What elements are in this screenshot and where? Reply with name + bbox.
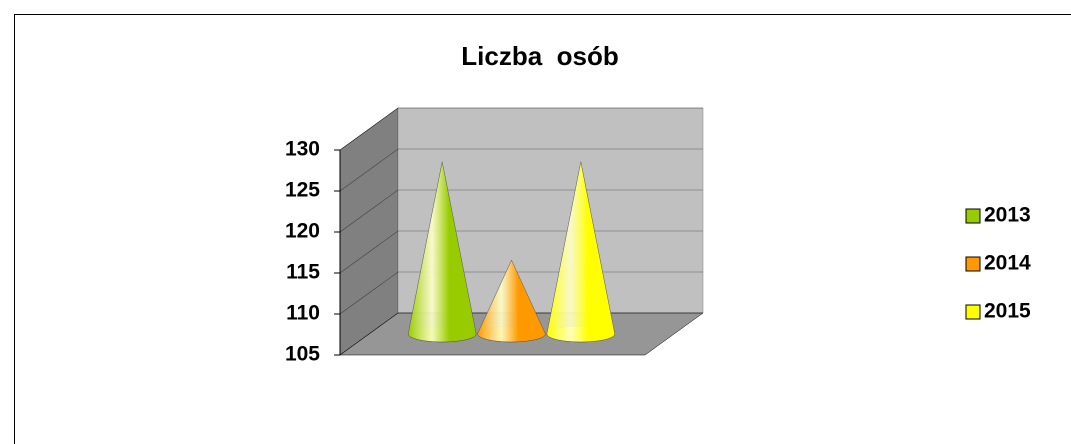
grid-line <box>339 107 703 151</box>
y-tick-label: 105 <box>285 343 320 366</box>
y-tick-label: 125 <box>285 179 320 202</box>
y-tick-label: 130 <box>285 138 320 161</box>
legend-label: 2014 <box>984 252 1031 275</box>
cone <box>477 259 546 343</box>
legend-swatch <box>965 208 981 224</box>
chart-title: Liczba osób <box>461 41 618 71</box>
legend-swatch <box>965 304 981 320</box>
y-tick-label: 120 <box>285 220 320 243</box>
y-tick-label: 110 <box>286 302 320 325</box>
legend-label: 2013 <box>984 204 1031 227</box>
grid-line <box>339 189 703 233</box>
y-tick-label: 115 <box>286 261 320 284</box>
grid-line <box>339 230 703 274</box>
legend-swatch <box>965 256 981 272</box>
grid-line <box>339 148 703 192</box>
side-wall <box>339 107 399 356</box>
cone <box>546 161 616 343</box>
legend-label: 2015 <box>984 300 1031 323</box>
cone <box>407 161 477 343</box>
